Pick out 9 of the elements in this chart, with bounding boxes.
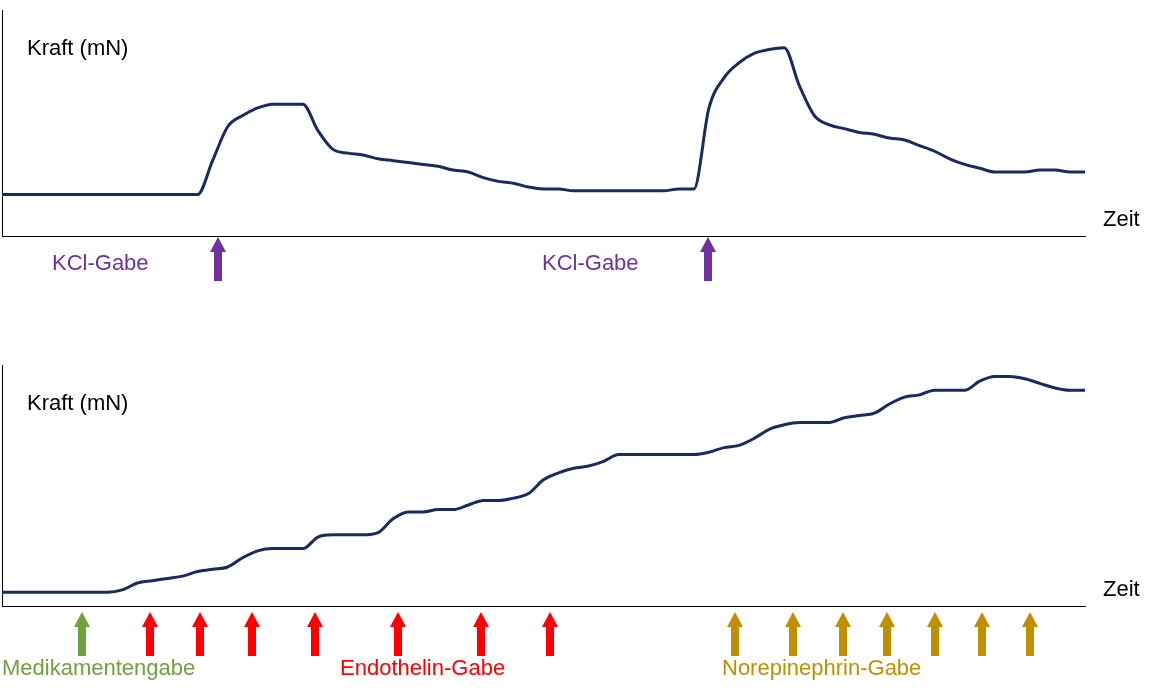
y-axis-title: Kraft (mN) (27, 390, 129, 415)
text: Medikamentengabe (2, 655, 196, 681)
y-axis-title: Kraft (mN) (27, 35, 129, 60)
x-axis-title: Zeit (1103, 206, 1140, 231)
x-axis-title: Zeit (1103, 576, 1140, 601)
text: KCl-Gabe (52, 250, 149, 276)
text: Endothelin-Gabe (340, 655, 506, 681)
text: Norepinephrin-Gabe (722, 655, 922, 681)
text: KCl-Gabe (542, 250, 639, 276)
